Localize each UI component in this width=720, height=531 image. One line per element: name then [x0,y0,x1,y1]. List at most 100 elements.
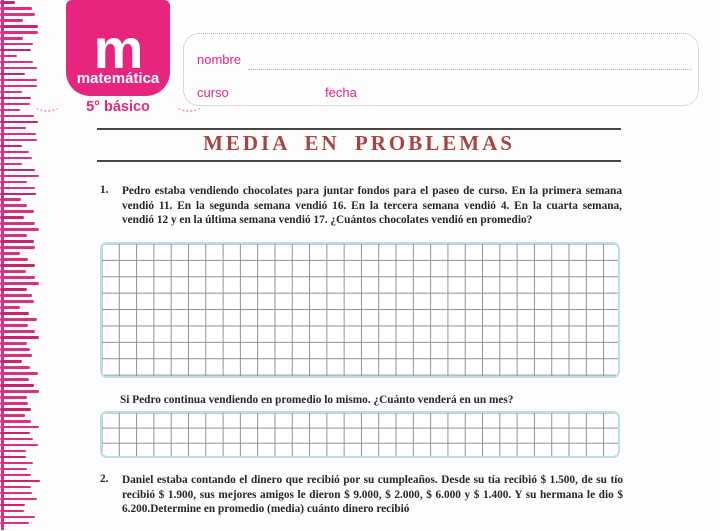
fringe-bar [0,132,37,136]
name-fill-line[interactable] [248,55,692,70]
fringe-bar [0,6,33,10]
name-label: nombre [197,52,242,67]
fringe-bar [0,162,23,166]
problem-2-number: 2. [100,473,109,485]
fringe-bar [0,270,27,273]
fringe-bar [0,24,38,28]
answer-grid-2[interactable] [100,411,620,458]
fringe-bar [0,30,38,34]
fringe-bar [0,419,31,423]
fringe-bar [0,366,31,369]
fringe-bar [0,168,35,172]
fringe-bar [0,413,25,417]
fringe-bar [0,431,31,435]
problem-1-number: 1. [100,184,109,196]
title-rule-bottom [97,160,621,162]
date-label: fecha [325,85,357,100]
fringe-bar [0,216,25,220]
page-title: MEDIA EN PROBLEMAS [203,131,515,155]
fringe-bar [0,294,33,297]
fringe-bar [0,48,31,52]
fringe-bar [0,66,37,70]
fringe-bar [0,72,25,76]
fringe-bar [0,473,32,477]
fringe-bar [0,401,28,405]
fringe-bar [0,521,29,525]
fringe-bar [0,461,33,465]
fringe-bar [0,324,28,327]
fringe-bar [0,96,32,100]
grade-label: 5° básico [86,99,150,115]
grade-flourish-right-icon [176,98,202,112]
problem-2-text: Daniel estaba contando el dinero que rec… [122,474,623,516]
fringe-bar [0,60,34,64]
title-rule-top [97,128,621,130]
fringe-bar [0,84,38,88]
fringe-bar [0,138,37,142]
fringe-bar [0,354,33,357]
fringe-bar [0,449,27,453]
fringe-bar [0,120,38,124]
fringe-bar [0,144,22,148]
fringe-bar [0,288,28,291]
fringe-bar [0,485,31,489]
fringe-bar [0,455,26,459]
fringe-bar [0,204,28,208]
fringe-bar [0,210,34,214]
fringe-bar [0,42,34,46]
matematica-logo: m matemática [66,0,170,96]
fringe-bar [0,372,39,375]
fringe-bar [0,330,35,333]
fringe-bar [0,264,36,267]
fringe-bar [0,126,26,130]
fringe-bar [0,491,32,495]
fringe-bar [0,300,34,303]
fringe-bar [0,282,40,285]
fringe-bar [0,54,18,58]
grade-flourish-left-icon [34,98,60,112]
logo-subject-label: matemática [76,70,160,88]
fringe-bar [0,36,23,40]
fringe-bar [0,467,27,471]
fringe-bar [0,90,23,94]
student-info-box [183,33,699,106]
fringe-bar [0,150,30,154]
problem-1-text: Pedro estaba vendiendo chocolates para j… [122,185,622,227]
spiral-fringe [0,1,52,531]
fringe-bar [0,18,24,22]
fringe-bar [0,407,32,411]
fringe-bar [0,222,36,226]
fringe-bar [0,312,30,315]
fringe-bar [0,360,23,363]
fringe-bar [0,228,40,231]
answer-grid-1[interactable] [100,242,620,378]
fringe-bar [0,108,20,112]
fringe-bar [0,174,39,178]
fringe-bar [0,384,35,387]
fringe-bar [0,252,21,255]
fringe-bar [0,503,26,507]
fringe-bar [0,198,22,202]
fringe-bar [0,389,39,393]
fringe-bar [0,276,36,279]
fringe-bar [0,258,29,261]
fringe-bar [0,395,27,399]
fringe-bar [0,240,34,243]
fringe-bar [0,437,34,441]
fringe-bar [0,336,40,339]
fringe-bar [0,12,35,16]
fringe-bar [0,156,32,160]
fringe-bar [0,318,37,321]
fringe-bar [0,497,37,501]
fringe-bar [0,114,35,118]
logo-m-letter: m [93,16,144,80]
fringe-bar [0,443,38,447]
fringe-bar [0,515,35,519]
fringe-bar [0,180,27,184]
fringe-bar [0,1,15,4]
fringe-bar [0,342,28,345]
fringe-bar [0,246,35,249]
problem-1-followup-text: Si Pedro continua vendiendo en promedio … [120,394,514,406]
fringe-bar [0,306,20,309]
fringe-bar [0,102,30,106]
